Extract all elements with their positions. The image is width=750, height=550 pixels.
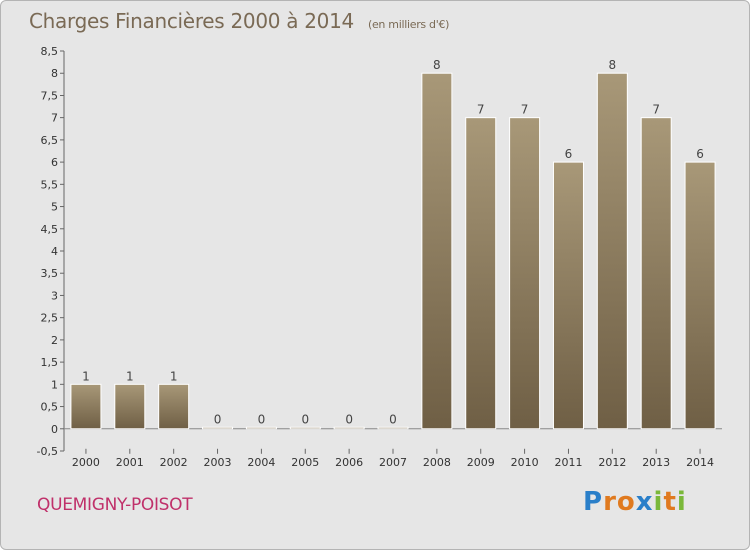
y-tick-label: 8,5 bbox=[41, 45, 59, 58]
bar bbox=[289, 426, 321, 430]
bar bbox=[640, 117, 672, 430]
y-tick-label: 8 bbox=[51, 67, 58, 80]
logo-letter: x bbox=[635, 487, 654, 517]
bar bbox=[552, 161, 584, 430]
bars bbox=[70, 72, 716, 430]
data-labels: 1 1 1 0 0 0 0 0 8 7 7 6 8 7 6 bbox=[82, 58, 704, 426]
logo-letter: i bbox=[676, 487, 687, 517]
bar bbox=[202, 426, 234, 430]
bar bbox=[158, 383, 190, 430]
y-tick-label: 4,5 bbox=[41, 223, 59, 236]
bar bbox=[684, 161, 716, 430]
data-label: 7 bbox=[521, 103, 529, 117]
data-label: 7 bbox=[477, 103, 485, 117]
bar bbox=[70, 383, 102, 430]
y-tick-label: 4 bbox=[51, 245, 58, 258]
data-label: 0 bbox=[258, 412, 266, 426]
x-tick-label: 2014 bbox=[686, 456, 714, 469]
x-tick-label: 2002 bbox=[160, 456, 188, 469]
x-tick-label: 2008 bbox=[423, 456, 451, 469]
bar bbox=[333, 426, 365, 430]
x-tick-label: 2007 bbox=[379, 456, 407, 469]
logo-letter: P bbox=[583, 487, 604, 517]
chart-title: Charges Financières 2000 à 2014 (en milli… bbox=[29, 9, 449, 33]
y-tick-label: 7,5 bbox=[41, 89, 59, 102]
x-tick-label: 2001 bbox=[116, 456, 144, 469]
chart-title-text: Charges Financières 2000 à 2014 bbox=[29, 9, 354, 33]
y-tick-label: 3 bbox=[51, 289, 58, 302]
bar bbox=[465, 117, 497, 430]
y-tick-label: 6 bbox=[51, 156, 58, 169]
bar bbox=[596, 72, 628, 430]
logo-letter: r bbox=[603, 487, 617, 517]
logo-letter: o bbox=[616, 487, 636, 517]
y-tick-label: 6,5 bbox=[41, 134, 59, 147]
data-label: 8 bbox=[609, 58, 617, 72]
data-label: 1 bbox=[82, 369, 90, 383]
y-tick-label: 0 bbox=[51, 423, 58, 436]
x-tick-label: 2004 bbox=[247, 456, 275, 469]
y-tick-label: 5,5 bbox=[41, 178, 59, 191]
x-tick-label: 2006 bbox=[335, 456, 363, 469]
data-label: 8 bbox=[433, 58, 441, 72]
data-label: 6 bbox=[696, 147, 704, 161]
data-label: 1 bbox=[170, 369, 178, 383]
y-tick-label: 0,5 bbox=[41, 401, 59, 414]
bar bbox=[509, 117, 541, 430]
y-tick-label: 3,5 bbox=[41, 267, 59, 280]
data-label: 1 bbox=[126, 369, 134, 383]
y-tick-label: 2,5 bbox=[41, 312, 59, 325]
bar bbox=[377, 426, 409, 430]
data-label: 6 bbox=[565, 147, 573, 161]
data-label: 0 bbox=[345, 412, 353, 426]
y-tick-label: 1 bbox=[51, 378, 58, 391]
bar bbox=[421, 72, 453, 430]
x-tick-label: 2010 bbox=[511, 456, 539, 469]
bar bbox=[114, 383, 146, 430]
proxiti-logo[interactable]: Proxiti bbox=[583, 487, 687, 517]
x-tick-label: 2005 bbox=[291, 456, 319, 469]
commune-name: QUEMIGNY-POISOT bbox=[37, 495, 193, 515]
x-tick-label: 2013 bbox=[642, 456, 670, 469]
y-tick-label: 1,5 bbox=[41, 356, 59, 369]
y-tick-label: -0,5 bbox=[37, 445, 58, 458]
x-tick-label: 2009 bbox=[467, 456, 495, 469]
x-tick-label: 2000 bbox=[72, 456, 100, 469]
x-tick-label: 2003 bbox=[204, 456, 232, 469]
y-axis: -0,5 0 0,5 1 1,5 2 2,5 3 3,5 4 4,5 5 5,5 6 6,5 7 7,5 8 8,5 bbox=[37, 45, 65, 458]
data-label: 0 bbox=[389, 412, 397, 426]
data-label: 0 bbox=[301, 412, 309, 426]
x-tick-label: 2012 bbox=[598, 456, 626, 469]
y-tick-label: 2 bbox=[51, 334, 58, 347]
data-label: 0 bbox=[214, 412, 222, 426]
x-axis: 2000 2001 2002 2003 2004 2005 2006 2007 2008 2009… bbox=[64, 428, 722, 469]
logo-letter: t bbox=[663, 487, 677, 517]
y-tick-label: 5 bbox=[51, 201, 58, 214]
bar bbox=[245, 426, 277, 430]
logo-letter: i bbox=[653, 487, 664, 517]
x-tick-label: 2011 bbox=[554, 456, 582, 469]
y-tick-label: 7 bbox=[51, 112, 58, 125]
data-label: 7 bbox=[652, 103, 660, 117]
chart-subtitle: (en milliers d'€) bbox=[367, 18, 450, 31]
